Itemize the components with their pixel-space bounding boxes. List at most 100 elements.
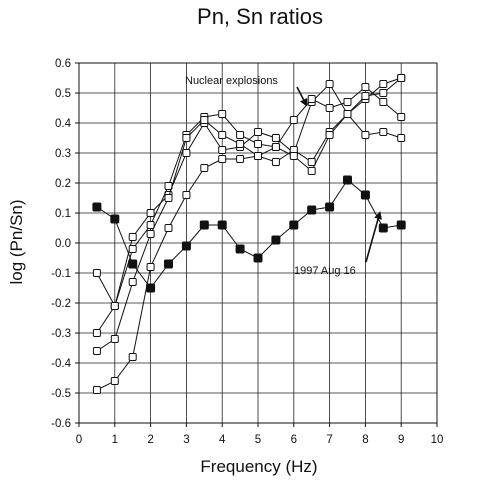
series-5-point [396, 220, 406, 230]
series-group [92, 74, 406, 394]
y-tick-label: -0.2 [51, 298, 71, 310]
series-4-point [325, 131, 334, 139]
y-tick-label: 0.4 [55, 118, 72, 130]
series-2-point [307, 95, 316, 103]
series-4-point [254, 152, 262, 160]
y-tick-label: -0.6 [51, 418, 71, 430]
x-tick-label: 3 [183, 434, 189, 446]
series-5-point [360, 190, 370, 200]
series-2-point [218, 110, 227, 118]
series-3-point [218, 131, 227, 139]
series-3-point [379, 128, 388, 136]
x-tick-label: 8 [362, 434, 368, 446]
series-3-point [307, 158, 316, 166]
y-tick-label: 0.2 [55, 178, 71, 190]
series-2 [92, 83, 406, 337]
x-tick-label: 5 [255, 434, 261, 446]
series-5-point [307, 205, 317, 215]
x-axis-label: Frequency (Hz) [200, 457, 317, 476]
y-tick-label: -0.4 [51, 358, 71, 370]
series-2-point [110, 302, 119, 310]
series-5-point [92, 202, 102, 212]
series-4-point [307, 167, 316, 175]
x-tick-label: 4 [219, 434, 226, 446]
y-tick-label: 0.6 [55, 58, 71, 70]
series-2-point [128, 245, 137, 253]
series-1-point [92, 269, 101, 277]
series-5-point [325, 202, 335, 212]
series-3-point [271, 158, 280, 166]
series-4-point [182, 191, 191, 199]
annotation-arrow-1997 [365, 211, 382, 263]
x-tick-label: 2 [147, 434, 153, 446]
series-3-point [146, 230, 155, 238]
chart-title: Pn, Sn ratios [197, 4, 323, 29]
annotation-nuclear-explosions: Nuclear explosions [185, 75, 278, 87]
x-tick-label: 1 [112, 434, 118, 446]
series-3-line [96, 113, 402, 352]
series-4-point [271, 143, 280, 151]
annotation-1997-aug-16: 1997 Aug 16 [294, 265, 356, 277]
x-tick-label: 7 [326, 434, 332, 446]
series-3-point [200, 116, 209, 124]
series-5-point [146, 283, 156, 293]
series-2-point [343, 98, 352, 106]
series-5-point [289, 220, 299, 230]
series-4-point [397, 74, 406, 82]
series-4-point [361, 92, 370, 100]
series-4-point [289, 152, 298, 160]
y-tick-label: 0.1 [55, 208, 71, 220]
y-tick-label: 0.0 [55, 238, 71, 250]
series-1-point [128, 233, 137, 241]
series-4-point [164, 224, 173, 232]
series-3-point [236, 140, 245, 148]
series-5-point [271, 235, 281, 245]
series-4-point [146, 263, 155, 271]
series-5-point [128, 259, 138, 269]
y-tick-label: 0.3 [55, 148, 71, 160]
series-2-point [92, 329, 101, 337]
series-4-point [128, 353, 137, 361]
series-5-point [253, 253, 263, 263]
series-5-point [343, 175, 352, 185]
series-3-point [92, 347, 101, 355]
series-1-point [146, 209, 155, 217]
series-5-point [164, 259, 173, 269]
series-1-point [254, 128, 262, 136]
series-4-point [236, 155, 245, 163]
gridlines [78, 62, 438, 424]
x-tick-label: 0 [76, 434, 82, 446]
x-tick-label: 10 [431, 434, 444, 446]
y-tick-label: -0.3 [51, 328, 71, 340]
x-tick-label: 6 [291, 434, 297, 446]
annotation-arrow-nuclear [296, 86, 308, 107]
series-4-line [96, 77, 402, 391]
series-2-point [361, 83, 370, 91]
series-2-point [236, 131, 245, 139]
series-4-point [110, 377, 119, 385]
series-3-point [110, 335, 119, 343]
series-4-point [343, 110, 352, 118]
series-5-point [235, 244, 245, 254]
series-1-point [271, 134, 280, 142]
series-3-point [361, 131, 370, 139]
series-5-point [181, 241, 191, 251]
x-tick-label: 9 [398, 434, 404, 446]
series-3-point [164, 194, 173, 202]
series-4-point [200, 164, 209, 172]
series-2-point [397, 113, 406, 121]
series-1-point [218, 146, 227, 154]
series-2-point [379, 98, 388, 106]
series-5-point [378, 223, 388, 233]
y-tick-label: 0.5 [55, 88, 71, 100]
series-5-point [217, 220, 227, 230]
series-2-point [289, 116, 298, 124]
x-axis: 0 1 2 3 4 5 6 7 8 9 10 [76, 423, 444, 446]
series-2-point [254, 140, 262, 148]
y-tick-label: -0.1 [51, 268, 71, 280]
series-4 [92, 74, 406, 394]
series-3-point [397, 134, 406, 142]
y-axis-label: log (Pn/Sn) [7, 199, 26, 284]
series-4-point [218, 155, 227, 163]
